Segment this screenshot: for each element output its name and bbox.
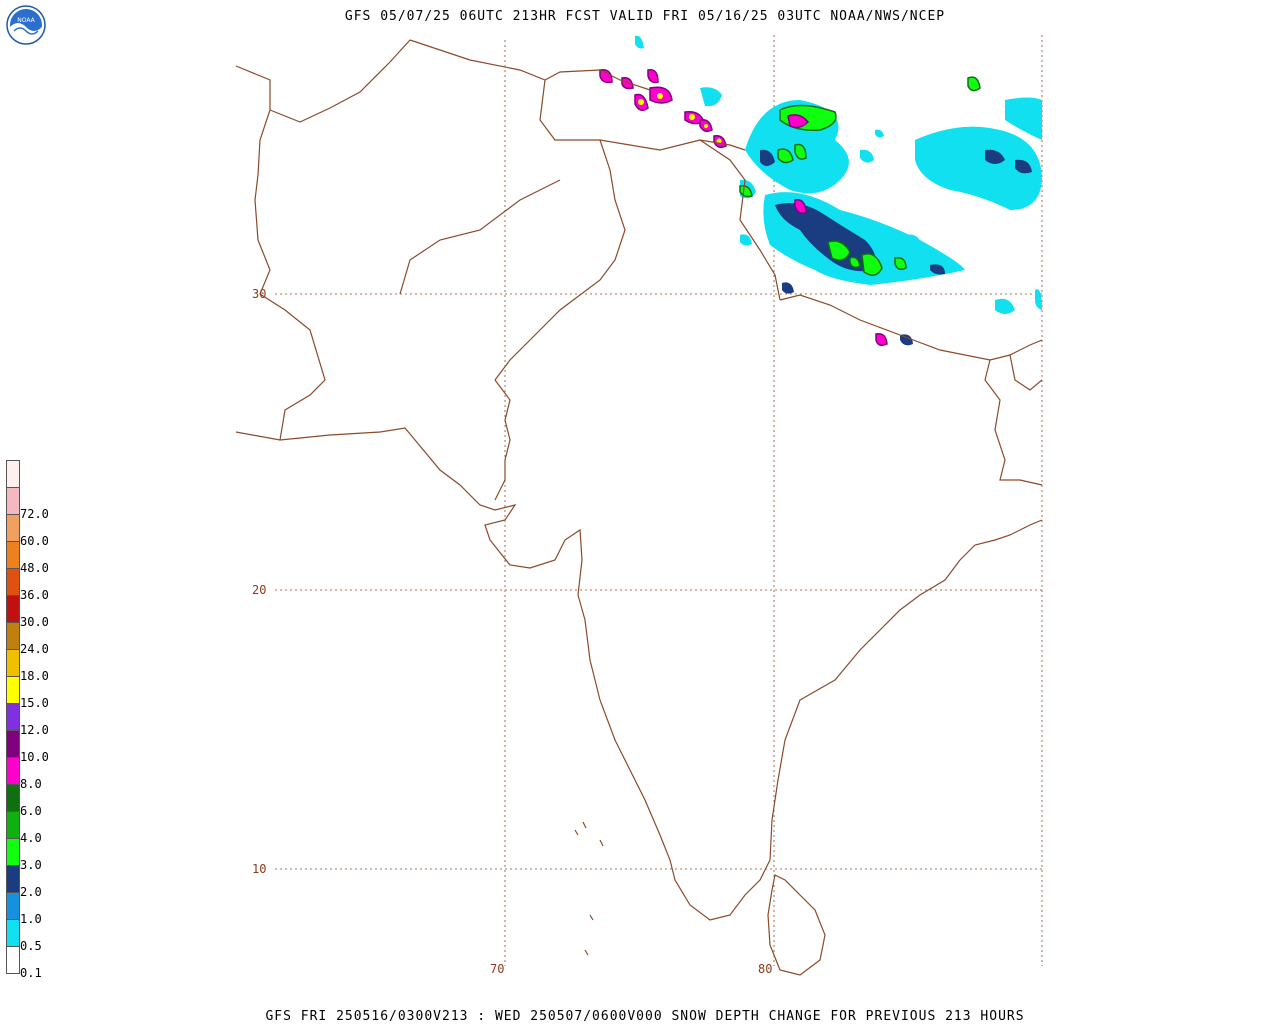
legend-label: 60.0 [20,534,49,548]
legend-label: 36.0 [20,588,49,602]
legend-label: 15.0 [20,696,49,710]
legend-swatch [6,865,20,892]
legend-swatch [6,622,20,649]
legend-label: 72.0 [20,507,49,521]
legend-label: 6.0 [20,804,42,818]
legend-label: 24.0 [20,642,49,656]
legend-swatch [6,487,20,514]
svg-text:NOAA: NOAA [17,17,35,24]
legend-swatch [6,811,20,838]
legend-label: 18.0 [20,669,49,683]
legend-swatch [6,676,20,703]
legend-label: 10.0 [20,750,49,764]
legend-swatch [6,730,20,757]
legend-swatch [6,649,20,676]
legend-label: 8.0 [20,777,42,791]
snow-field [599,35,1042,347]
lat-label-30: 30 [252,287,267,301]
legend-label: 48.0 [20,561,49,575]
legend-swatch [6,703,20,730]
map-title: GFS 05/07/25 06UTC 213HR FCST VALID FRI … [344,9,946,24]
legend-label: 3.0 [20,858,42,872]
legend-label: 0.1 [20,966,42,980]
lat-label-10: 10 [252,862,267,876]
legend-label: 12.0 [20,723,49,737]
legend-swatch [6,946,20,974]
lat-label-20: 20 [252,583,267,597]
legend-swatch [6,838,20,865]
lon-label-80: 80 [758,962,773,976]
legend-swatch [6,784,20,811]
map-footer: GFS FRI 250516/0300V213 : WED 250507/060… [265,1009,1025,1024]
legend-swatch [6,541,20,568]
legend-swatch [6,595,20,622]
legend-swatch [6,514,20,541]
legend-label: 0.5 [20,939,42,953]
legend-swatch [6,460,20,487]
legend-swatch [6,919,20,946]
borders [235,39,1043,976]
lon-label-70: 70 [490,962,505,976]
legend-label: 30.0 [20,615,49,629]
legend-label: 4.0 [20,831,42,845]
color-legend [6,460,20,974]
legend-swatch [6,892,20,919]
noaa-logo: NOAA [6,5,46,45]
legend-label: 1.0 [20,912,42,926]
lat-lon-grid [275,35,1043,966]
legend-swatch [6,757,20,784]
legend-label: 2.0 [20,885,42,899]
legend-swatch [6,568,20,595]
